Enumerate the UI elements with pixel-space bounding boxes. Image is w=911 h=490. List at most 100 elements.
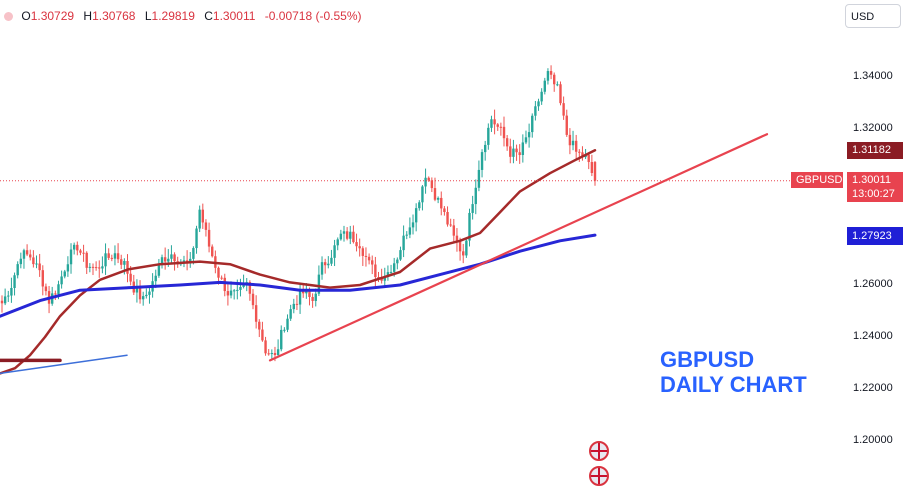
candle (3, 288, 7, 306)
candle (163, 247, 167, 270)
candle (198, 205, 201, 233)
candle (496, 123, 499, 131)
candle (207, 222, 211, 253)
last-price-tag: 1.30011 13:00:27 (847, 172, 903, 202)
candle (455, 228, 459, 252)
candle (29, 249, 32, 261)
ma-slow-price-tag: 1.31182 (847, 142, 903, 159)
candle (465, 239, 468, 258)
candle (195, 225, 198, 254)
candle (345, 227, 349, 241)
candle (505, 135, 509, 151)
candle (311, 293, 314, 308)
ohlc-legend: O1.30729 H1.30768 L1.29819 C1.30011 -0.0… (4, 9, 368, 23)
currency-select[interactable]: USD (845, 4, 901, 28)
candle (527, 123, 531, 148)
candle (94, 261, 98, 271)
candle (148, 286, 151, 304)
price-tick-label: 1.26000 (853, 278, 893, 290)
candle (430, 177, 434, 193)
candle (418, 200, 421, 211)
candle (160, 254, 164, 269)
price-tick-label: 1.24000 (853, 330, 893, 342)
price-tick-label: 1.20000 (853, 434, 893, 446)
candle (88, 263, 92, 273)
candle (386, 265, 390, 281)
candle (402, 225, 405, 258)
candle (590, 154, 594, 177)
candle (32, 250, 35, 268)
candle (258, 319, 261, 338)
candle (242, 274, 245, 289)
price-tick-label: 1.34000 (853, 70, 893, 82)
candle (41, 265, 44, 296)
candle (358, 238, 361, 257)
ohlc-high: H1.30768 (83, 9, 136, 23)
candle (342, 225, 346, 242)
candle (399, 246, 402, 261)
trendline (0, 354, 128, 375)
candle (19, 252, 23, 269)
candle (0, 295, 4, 313)
moving-average-line (0, 149, 597, 375)
uk-flag-event-icon[interactable] (589, 466, 609, 486)
candle (355, 233, 358, 252)
candle (189, 251, 192, 268)
annotation-line-1: GBPUSD (660, 347, 755, 372)
candle (25, 244, 29, 257)
candle (367, 253, 371, 265)
candle (323, 258, 327, 274)
price-tick-label: 1.22000 (853, 382, 893, 394)
candle (546, 68, 550, 85)
candle (559, 81, 562, 106)
uk-flag-event-icon[interactable] (589, 441, 609, 461)
candle (578, 149, 581, 162)
candle (66, 256, 70, 277)
candle (126, 254, 129, 283)
candle (374, 256, 377, 287)
candle (408, 217, 412, 239)
candle (452, 218, 456, 244)
candle (424, 168, 427, 194)
candle (339, 229, 343, 241)
candle (361, 246, 365, 267)
annotation-line-2: DAILY CHART (660, 372, 807, 397)
candle (474, 179, 477, 215)
candle (232, 289, 236, 300)
candle (261, 321, 264, 342)
candle (521, 134, 525, 163)
candle (157, 258, 161, 278)
candle (35, 255, 38, 269)
candle (104, 243, 107, 275)
candle (493, 109, 496, 135)
candle (349, 225, 352, 245)
candle (352, 225, 355, 244)
candle (60, 270, 63, 289)
ma-long-price-tag: 1.27923 (847, 227, 903, 245)
price-tick-label: 1.32000 (853, 122, 893, 134)
bar-countdown: 13:00:27 (852, 188, 895, 200)
candle (135, 279, 139, 303)
candle (38, 253, 41, 277)
candle (267, 349, 270, 356)
candle (515, 144, 518, 161)
candle (204, 219, 208, 237)
candle (540, 88, 543, 105)
candle (436, 196, 440, 204)
last-price-value: 1.30011 (852, 174, 891, 186)
candle (543, 77, 546, 95)
candle (270, 349, 274, 360)
candle (170, 245, 173, 265)
candle (44, 283, 48, 296)
candle (226, 283, 230, 306)
candle (289, 304, 292, 321)
ohlc-low: L1.29819 (144, 9, 195, 23)
candle (320, 256, 324, 280)
symbol-status-icon (4, 12, 13, 21)
candle (7, 290, 10, 302)
candle (138, 280, 142, 304)
moving-average-line (0, 233, 597, 318)
candle (427, 176, 430, 182)
candle (63, 269, 66, 279)
